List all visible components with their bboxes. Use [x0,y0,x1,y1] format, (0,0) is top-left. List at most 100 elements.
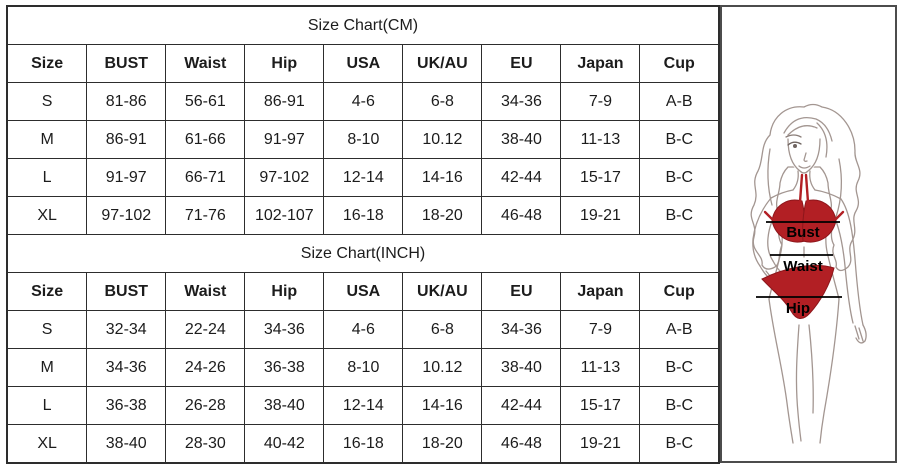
cm-col-cup: Cup [639,44,720,83]
table-cell: 7-9 [560,310,641,349]
cm-col-bust: BUST [86,44,167,83]
table-cell: A-B [639,310,720,349]
inch-row-l: L 36-38 26-28 38-40 12-14 14-16 42-44 15… [6,386,720,425]
table-cell: 38-40 [244,386,325,425]
table-cell: 19-21 [560,196,641,235]
table-cell: B-C [639,196,720,235]
table-cell: 71-76 [165,196,246,235]
cm-col-waist: Waist [165,44,246,83]
table-cell: 7-9 [560,82,641,121]
table-cell: XL [6,196,88,235]
table-cell: 11-13 [560,120,641,159]
cm-col-usa: USA [323,44,404,83]
cm-row-l: L 91-97 66-71 97-102 12-14 14-16 42-44 1… [6,158,720,197]
cm-col-eu: EU [481,44,562,83]
table-cell: 42-44 [481,158,562,197]
table-cell: 91-97 [86,158,167,197]
table-cell: B-C [639,120,720,159]
table-cell: 26-28 [165,386,246,425]
cm-row-s: S 81-86 56-61 86-91 4-6 6-8 34-36 7-9 A-… [6,82,720,121]
inch-col-japan: Japan [560,272,641,311]
table-cell: 18-20 [402,196,483,235]
table-cell: 8-10 [323,120,404,159]
table-cell: S [6,310,88,349]
table-cell: 15-17 [560,386,641,425]
table-cell: 97-102 [244,158,325,197]
inch-col-usa: USA [323,272,404,311]
size-chart-table: Size Chart(CM) Size BUST Waist Hip USA U… [6,5,720,464]
bikini-bottom [761,264,835,319]
table-cell: 8-10 [323,348,404,387]
table-cell: 102-107 [244,196,325,235]
inch-row-s: S 32-34 22-24 34-36 4-6 6-8 34-36 7-9 A-… [6,310,720,349]
inch-col-waist: Waist [165,272,246,311]
table-cell: 34-36 [481,82,562,121]
table-cell: 86-91 [86,120,167,159]
table-cell: 46-48 [481,424,562,464]
hip-label: Hip [786,300,810,317]
table-cell: 34-36 [86,348,167,387]
cm-row-m: M 86-91 61-66 91-97 8-10 10.12 38-40 11-… [6,120,720,159]
table-cell: 40-42 [244,424,325,464]
table-cell: 15-17 [560,158,641,197]
table-cell: 36-38 [86,386,167,425]
table-cell: 14-16 [402,386,483,425]
cm-col-size: Size [6,44,88,83]
woman-figure-illustration: Bust Waist Hip [750,103,867,444]
inch-table-title: Size Chart(INCH) [6,234,720,273]
table-cell: 11-13 [560,348,641,387]
table-cell: 14-16 [402,158,483,197]
waist-label: Waist [783,258,822,275]
table-cell: M [6,120,88,159]
cm-title-row: Size Chart(CM) [6,5,720,45]
cm-col-japan: Japan [560,44,641,83]
table-cell: 12-14 [323,386,404,425]
cm-col-hip: Hip [244,44,325,83]
table-cell: 6-8 [402,310,483,349]
table-cell: L [6,158,88,197]
inch-col-ukau: UK/AU [402,272,483,311]
table-cell: 91-97 [244,120,325,159]
inch-header-row: Size BUST Waist Hip USA UK/AU EU Japan C… [6,272,720,311]
table-cell: 10.12 [402,348,483,387]
table-cell: L [6,386,88,425]
table-cell: 32-34 [86,310,167,349]
table-cell: 81-86 [86,82,167,121]
table-cell: XL [6,424,88,464]
table-cell: 10.12 [402,120,483,159]
table-cell: 61-66 [165,120,246,159]
table-cell: 38-40 [481,348,562,387]
bikini-top [763,173,845,243]
table-cell: 38-40 [481,120,562,159]
table-cell: 16-18 [323,196,404,235]
table-cell: 24-26 [165,348,246,387]
table-cell: A-B [639,82,720,121]
table-cell: 16-18 [323,424,404,464]
table-cell: S [6,82,88,121]
inch-title-row: Size Chart(INCH) [6,234,720,273]
table-cell: 38-40 [86,424,167,464]
table-cell: 86-91 [244,82,325,121]
table-cell: B-C [639,348,720,387]
table-cell: 36-38 [244,348,325,387]
table-cell: B-C [639,158,720,197]
table-cell: 34-36 [481,310,562,349]
table-cell: 42-44 [481,386,562,425]
inch-col-cup: Cup [639,272,720,311]
table-cell: B-C [639,424,720,464]
table-cell: 28-30 [165,424,246,464]
inch-col-bust: BUST [86,272,167,311]
cm-table-title: Size Chart(CM) [6,5,720,45]
table-cell: 4-6 [323,310,404,349]
table-cell: 4-6 [323,82,404,121]
table-cell: 46-48 [481,196,562,235]
cm-header-row: Size BUST Waist Hip USA UK/AU EU Japan C… [6,44,720,83]
table-cell: 56-61 [165,82,246,121]
inch-row-xl: XL 38-40 28-30 40-42 16-18 18-20 46-48 1… [6,424,720,464]
table-cell: 34-36 [244,310,325,349]
table-cell: 19-21 [560,424,641,464]
cm-col-ukau: UK/AU [402,44,483,83]
table-cell: M [6,348,88,387]
measurement-guide-panel: Bust Waist Hip [720,5,897,463]
inch-row-m: M 34-36 24-26 36-38 8-10 10.12 38-40 11-… [6,348,720,387]
